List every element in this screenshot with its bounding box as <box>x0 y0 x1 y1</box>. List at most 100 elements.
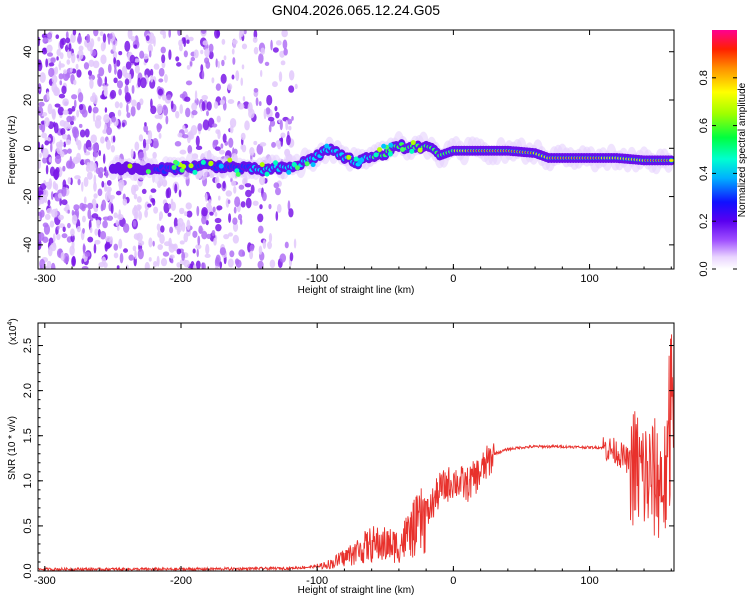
noise-speckle <box>62 165 66 172</box>
noise-speckle <box>78 45 84 52</box>
noise-speckle <box>260 47 266 55</box>
noise-speckle <box>52 180 57 190</box>
noise-speckle <box>204 48 210 58</box>
noise-speckle <box>51 82 57 93</box>
noise-speckle <box>228 213 232 223</box>
noise-speckle <box>117 69 123 80</box>
noise-speckle <box>249 244 255 252</box>
noise-speckle <box>99 31 104 37</box>
noise-speckle <box>44 117 50 127</box>
spectrogram-frame <box>37 29 675 270</box>
noise-speckle <box>152 151 157 159</box>
noise-speckle <box>186 210 193 218</box>
noise-speckle <box>176 62 182 67</box>
y-tick-label: 40 <box>22 46 34 58</box>
noise-speckle <box>267 116 275 122</box>
noise-speckle <box>192 230 198 238</box>
noise-speckle <box>275 40 282 46</box>
noise-speckle <box>259 204 263 210</box>
y-tick-label: 0 <box>22 145 34 151</box>
noise-speckle <box>174 141 182 147</box>
noise-speckle <box>232 217 238 225</box>
noise-speckle <box>148 237 153 248</box>
noise-speckle <box>42 236 49 243</box>
noise-speckle <box>122 122 125 128</box>
noise-speckle <box>71 52 76 64</box>
noise-speckle <box>101 199 107 211</box>
noise-speckle <box>93 243 97 254</box>
noise-speckle <box>150 98 153 109</box>
noise-speckle <box>113 77 118 84</box>
y-tick-label: -20 <box>22 189 34 205</box>
noise-speckle <box>44 213 51 221</box>
noise-speckle <box>274 105 278 112</box>
noise-speckle <box>211 77 215 84</box>
noise-speckle <box>268 233 273 243</box>
noise-speckle <box>134 58 140 63</box>
noise-speckle <box>197 123 203 132</box>
noise-speckle <box>279 253 287 263</box>
noise-speckle <box>102 85 108 91</box>
noise-speckle <box>217 60 220 69</box>
noise-speckle <box>50 191 54 200</box>
noise-speckle <box>130 35 136 42</box>
noise-speckle <box>150 75 154 83</box>
noise-speckle <box>195 135 200 147</box>
noise-speckle <box>71 94 78 100</box>
noise-speckle <box>141 188 147 194</box>
noise-speckle <box>137 77 141 88</box>
noise-speckle <box>87 70 93 76</box>
noise-speckle <box>145 139 152 145</box>
y-tick-label: 20 <box>22 94 34 106</box>
y-tick-label: 1.0 <box>22 473 34 488</box>
noise-speckle <box>271 141 276 148</box>
noise-speckle <box>275 187 281 196</box>
noise-speckle <box>229 250 235 258</box>
noise-speckle <box>215 223 222 232</box>
noise-speckle <box>293 238 297 249</box>
noise-speckle <box>130 105 136 117</box>
noise-speckle <box>73 79 77 86</box>
noise-speckle <box>195 145 203 151</box>
noise-speckle <box>132 245 137 252</box>
noise-speckle <box>239 30 245 37</box>
noise-speckle <box>182 125 186 130</box>
ridge-blob <box>127 163 133 169</box>
ridge-blob <box>259 162 265 168</box>
noise-speckle <box>50 242 57 252</box>
noise-speckle <box>161 61 166 69</box>
noise-speckle <box>90 43 93 55</box>
noise-speckle <box>204 253 211 259</box>
ridge-blob <box>388 142 394 148</box>
noise-speckle <box>170 100 174 110</box>
noise-speckle <box>158 67 165 77</box>
noise-speckle <box>61 233 68 239</box>
noise-speckle <box>41 33 48 39</box>
noise-speckle <box>193 49 199 59</box>
noise-speckle <box>175 110 180 119</box>
noise-speckle <box>280 60 286 66</box>
noise-speckle <box>62 133 68 140</box>
noise-speckle <box>253 140 258 146</box>
noise-speckle <box>116 265 120 269</box>
noise-speckle <box>81 181 84 192</box>
noise-speckle <box>132 206 139 217</box>
noise-speckle <box>43 196 48 203</box>
colorbar-ticks: 0.0 0.2 0.4 0.6 0.8 <box>698 70 737 277</box>
ridge-blob <box>171 164 177 170</box>
noise-speckle <box>87 171 93 180</box>
noise-speckle <box>107 215 114 221</box>
noise-speckle <box>232 234 239 244</box>
noise-speckle <box>288 125 292 131</box>
noise-speckle <box>54 66 59 75</box>
noise-speckle <box>214 211 218 217</box>
noise-speckle <box>113 212 118 219</box>
noise-speckle <box>225 190 233 197</box>
noise-speckle <box>188 36 194 42</box>
noise-speckle <box>105 235 112 242</box>
noise-speckle <box>186 39 190 44</box>
noise-speckle <box>47 103 53 115</box>
x-tick-label: -200 <box>170 575 192 587</box>
noise-speckle <box>179 258 187 265</box>
noise-speckle <box>126 103 129 114</box>
